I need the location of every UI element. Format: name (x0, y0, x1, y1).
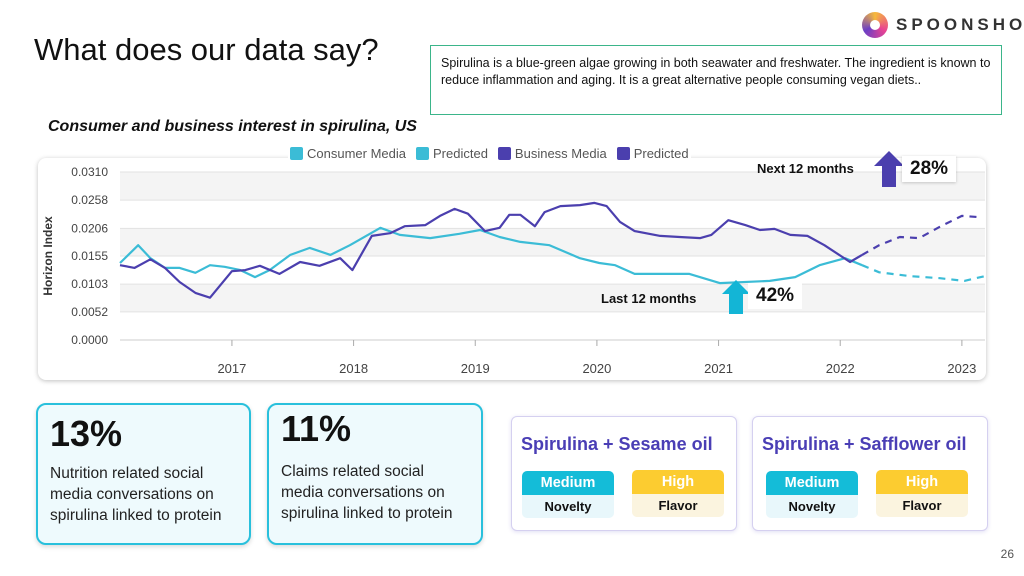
legend-item-business-predicted[interactable]: Predicted (616, 146, 689, 161)
arrow-up-icon (722, 280, 750, 314)
chart-card: 0.0310 0.0258 0.0206 0.0155 0.0103 0.0052 0.00… (38, 158, 986, 380)
x-tick-label: 2022 (826, 361, 855, 376)
y-tick-label: 0.0206 (71, 221, 108, 235)
grid-band (120, 284, 985, 312)
legend-label: Business Media (514, 146, 607, 161)
novelty-level: Medium (522, 471, 614, 495)
flavor-tag: High Flavor (632, 470, 724, 517)
flavor-level: High (632, 470, 724, 494)
next-12-months-value: 28% (902, 156, 957, 182)
flavor-tag: High Flavor (876, 470, 968, 517)
page-title: What does our data say? (34, 32, 379, 67)
combo-card-sesame: Spirulina + Sesame oil Medium Novelty Hig… (511, 416, 737, 531)
x-tick-label: 2020 (582, 361, 611, 376)
y-tick-label: 0.0000 (71, 333, 108, 347)
next-12-months-label: Next 12 months (757, 161, 854, 176)
series-line-predicted-consumer- (861, 264, 986, 283)
stat-card-claims: 11% Claims related social media conversa… (267, 403, 483, 545)
novelty-tag: Medium Novelty (766, 471, 858, 518)
stat-card-nutrition: 13% Nutrition related social media conve… (36, 403, 251, 545)
legend-label: Predicted (633, 146, 689, 161)
legend-item-consumer-predicted[interactable]: Predicted (416, 146, 488, 161)
flavor-label: Flavor (632, 494, 724, 517)
legend-item-consumer[interactable]: Consumer Media (290, 146, 406, 161)
novelty-label: Novelty (522, 495, 614, 518)
combo-card-safflower: Spirulina + Safflower oil Medium Novelty … (752, 416, 988, 531)
description-box: Spirulina is a blue-green algae growing … (430, 45, 1002, 115)
combo-title: Spirulina + Sesame oil (521, 434, 713, 454)
y-tick-label: 0.0258 (71, 193, 108, 207)
logo-icon (862, 12, 888, 38)
novelty-level: Medium (766, 471, 858, 495)
stat-value: 11% (281, 408, 352, 449)
line-chart: 0.0310 0.0258 0.0206 0.0155 0.0103 0.0052 0.00… (41, 165, 986, 376)
last-12-months-value: 42% (748, 283, 803, 309)
stat-value: 13% (50, 413, 123, 454)
spoonshot-logo: SPOONSHOT (862, 12, 1024, 38)
legend-label: Predicted (433, 146, 488, 161)
x-tick-label: 2017 (217, 361, 246, 376)
x-tick-label: 2021 (704, 361, 733, 376)
chart-subtitle: Consumer and business interest in spirul… (48, 118, 417, 135)
page-number: 26 (1000, 547, 1014, 561)
arrow-up-icon (874, 151, 904, 187)
legend-item-business[interactable]: Business Media (497, 146, 607, 161)
stat-text: Nutrition related social media conversat… (50, 465, 222, 524)
y-tick-label: 0.0155 (71, 249, 108, 263)
series-line-consumer-media (119, 226, 863, 285)
flavor-level: High (876, 470, 968, 494)
chart-legend: Consumer Media Predicted Business Media … (288, 146, 691, 161)
y-axis-label: Horizon Index (41, 216, 55, 296)
x-tick-label: 2023 (947, 361, 976, 376)
combo-title: Spirulina + Safflower oil (762, 434, 967, 454)
x-tick-label: 2019 (461, 361, 490, 376)
novelty-tag: Medium Novelty (522, 471, 614, 518)
flavor-label: Flavor (876, 494, 968, 517)
y-tick-label: 0.0310 (71, 165, 108, 179)
series-line-business-media (119, 201, 863, 299)
grid-band (120, 172, 985, 201)
last-12-months-label: Last 12 months (601, 291, 697, 306)
stat-text: Claims related social media conversation… (281, 463, 453, 522)
y-tick-label: 0.0052 (71, 305, 108, 319)
x-tick-label: 2018 (339, 361, 368, 376)
grid-band (120, 228, 985, 256)
legend-label: Consumer Media (307, 146, 406, 161)
novelty-label: Novelty (766, 495, 858, 518)
series-line-predicted-business- (861, 214, 978, 256)
y-tick-label: 0.0103 (71, 277, 108, 291)
logo-text: SPOONSHOT (896, 15, 1024, 34)
